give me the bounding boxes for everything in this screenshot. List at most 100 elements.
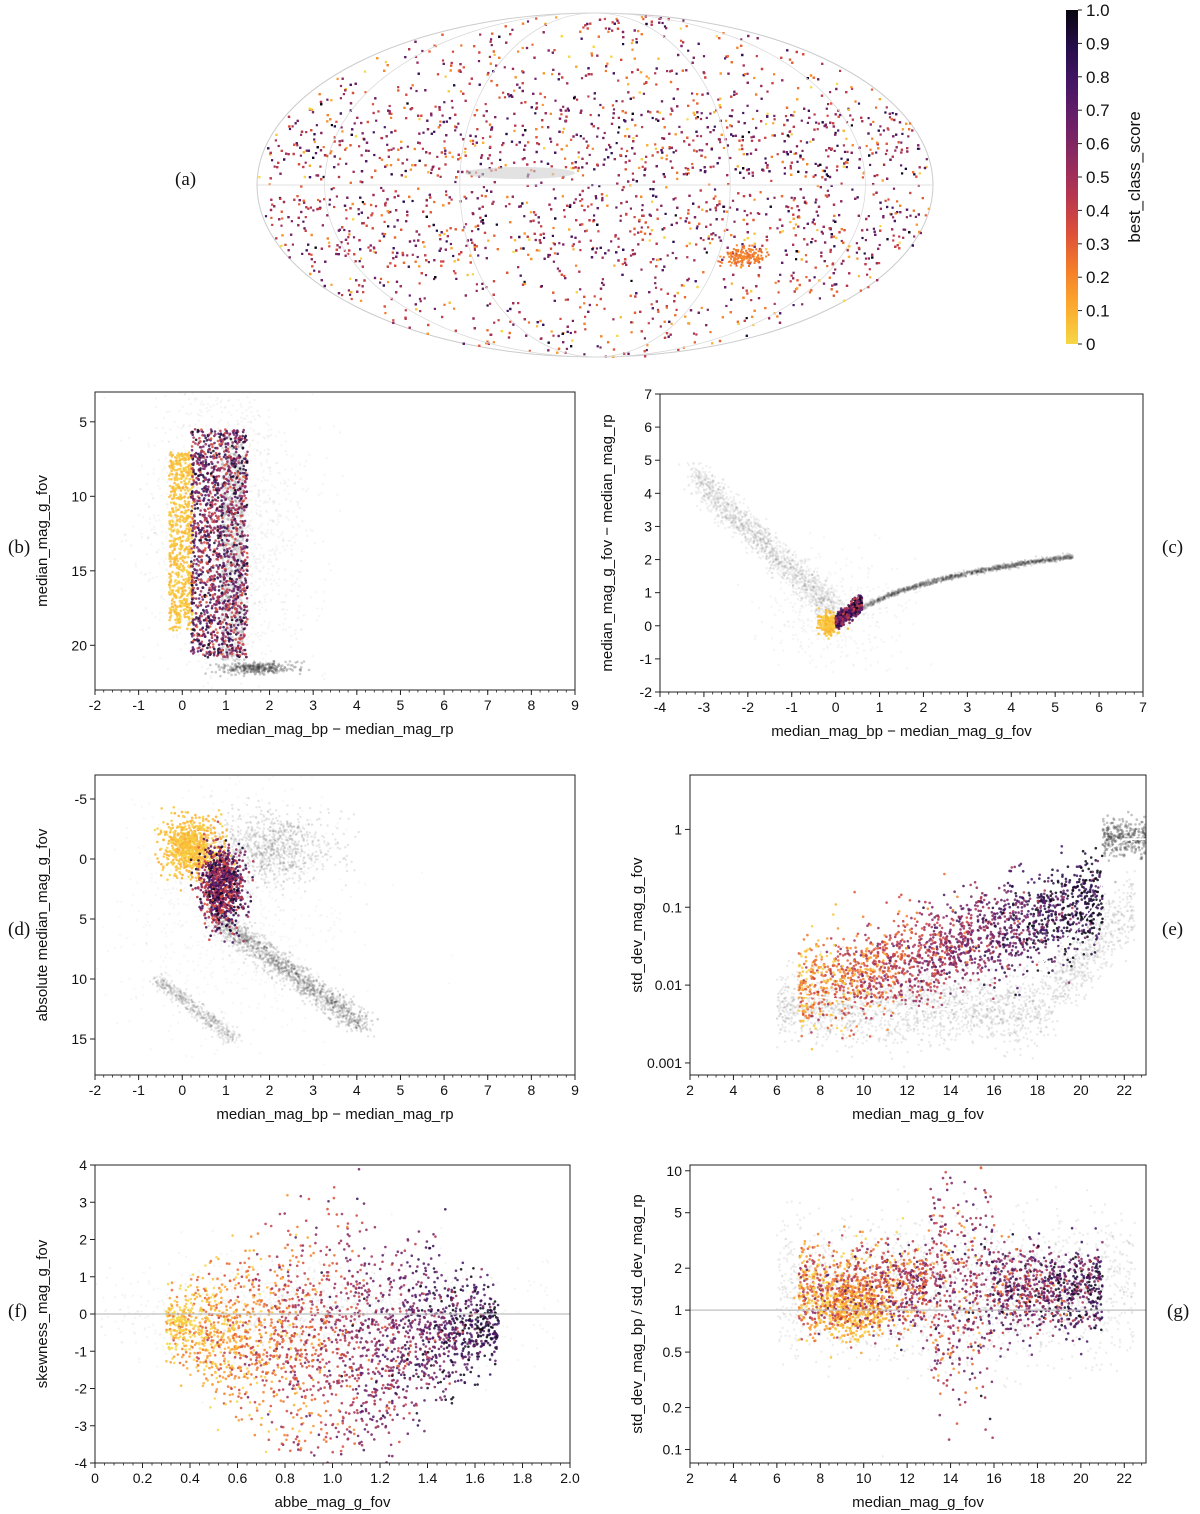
low-score-points <box>167 451 195 632</box>
y-tick-label: 0 <box>644 618 652 634</box>
x-tick-label: 2.0 <box>560 1470 580 1486</box>
panel-f: 0 0.2 0.4 0.6 0.8 1.0 1.2 1.4 1.6 1.8 2.0 -4 -3 -2 -1 0… <box>8 1157 580 1511</box>
x-tick-label: 10 <box>856 1470 872 1486</box>
axes-frame <box>659 393 1144 693</box>
x-tick-label: 10 <box>856 1082 872 1098</box>
panel-g: 2 4 6 8 10 12 14 16 18 20 220.10.20.512510median_m… <box>629 1163 1189 1511</box>
panel-c: -4 -3 -2 -1 0 1 2 3 4 5 6 7 -2 -1 0 1 2 3 4 5 6 7 median_mag_b… <box>599 386 1183 740</box>
y-tick-label: -1 <box>640 651 653 667</box>
x-tick-label: 0.2 <box>133 1470 153 1486</box>
x-axis-label: median_mag_bp − median_mag_rp <box>216 721 453 738</box>
colorbar-gradient <box>1066 10 1078 344</box>
plot-area <box>690 1165 1146 1458</box>
background-scatter <box>736 532 933 674</box>
panel-a-sky-map: (a) 0 0.1 0.2 0.3 0.4 0.5 0.6 0.7 0.8 0.9 1.0 best_c… <box>175 1 1144 358</box>
y-tick-label: -2 <box>640 684 653 700</box>
colorbar-tick-label: 0.6 <box>1086 135 1110 154</box>
background-density-red-branch <box>843 552 1074 625</box>
colorbar-tick-label: 0.3 <box>1086 235 1110 254</box>
x-tick-label: 8 <box>527 697 535 713</box>
x-tick-label: 1.0 <box>323 1470 343 1486</box>
plot-area <box>103 392 344 690</box>
white-dwarf-density <box>148 971 243 1046</box>
x-tick-label: 2 <box>686 1470 694 1486</box>
x-tick-label: 14 <box>943 1470 959 1486</box>
y-tick-label: 4 <box>644 485 652 501</box>
classified-points <box>797 1165 1104 1441</box>
y-tick-label: -3 <box>75 1418 88 1434</box>
axes-d: -2 -1 0 1 2 3 4 5 6 7 8 9 -5 0 5 10 15 median_mag_bp − me… <box>8 774 579 1123</box>
x-tick-label: -2 <box>89 1082 102 1098</box>
y-tick-label: 2 <box>644 552 652 568</box>
x-tick-label: -4 <box>654 699 667 715</box>
main-sequence-density <box>205 906 380 1038</box>
panel-label: (b) <box>8 537 30 558</box>
plot-area <box>96 775 453 1066</box>
x-tick-label: 2 <box>920 699 928 715</box>
x-tick-label: 3 <box>309 1082 317 1098</box>
low-score-points <box>816 607 850 640</box>
x-axis-label: abbe_mag_g_fov <box>275 1494 391 1511</box>
x-tick-label: 8 <box>816 1082 824 1098</box>
x-tick-label: 22 <box>1116 1082 1132 1098</box>
plot-area <box>775 810 1146 1068</box>
y-axis-label: absolute median_mag_g_fov <box>34 828 51 1021</box>
y-tick-label: 3 <box>79 1194 87 1210</box>
y-tick-label: 10 <box>71 488 87 504</box>
x-tick-label: -2 <box>89 697 102 713</box>
y-tick-label: 0.001 <box>647 1055 682 1071</box>
x-tick-label: 0.4 <box>180 1470 200 1486</box>
x-tick-label: 2 <box>686 1082 694 1098</box>
median-curve <box>787 838 1146 1012</box>
axes-frame <box>689 1164 1147 1464</box>
x-tick-label: 6 <box>773 1082 781 1098</box>
classified-points <box>189 428 249 659</box>
x-tick-label: 3 <box>963 699 971 715</box>
y-tick-label: 10 <box>71 971 87 987</box>
x-tick-label: 5 <box>397 697 405 713</box>
y-tick-label: -2 <box>75 1381 88 1397</box>
x-tick-label: 5 <box>1051 699 1059 715</box>
x-tick-label: 0.8 <box>275 1470 295 1486</box>
y-tick-label: -1 <box>75 1343 88 1359</box>
axes-frame <box>94 774 576 1076</box>
x-tick-label: 0 <box>178 1082 186 1098</box>
x-tick-label: 16 <box>986 1470 1002 1486</box>
y-tick-label: 6 <box>644 419 652 435</box>
x-tick-label: -1 <box>132 1082 145 1098</box>
y-tick-label: 0.1 <box>663 899 683 915</box>
panel-label: (c) <box>1162 537 1183 558</box>
x-tick-label: 2 <box>266 1082 274 1098</box>
y-tick-label: 20 <box>71 637 87 653</box>
axes-e: 2 4 6 8 10 12 14 16 18 20 22 0.001 0.01 0.1 1 median_ma… <box>629 774 1183 1123</box>
y-tick-label: 1 <box>674 1302 682 1318</box>
y-axis-label: skewness_mag_g_fov <box>34 1239 51 1388</box>
plane-patch <box>465 167 575 179</box>
y-tick-label: 0 <box>79 1306 87 1322</box>
classified-points <box>834 594 864 631</box>
x-tick-label: 0 <box>832 699 840 715</box>
x-tick-label: 4 <box>353 697 361 713</box>
y-axis-label: median_mag_g_fov − median_mag_rp <box>599 414 616 671</box>
y-tick-label: 10 <box>666 1163 682 1179</box>
classified-points <box>189 820 255 944</box>
axes-c: -4 -3 -2 -1 0 1 2 3 4 5 6 7 -2 -1 0 1 2 3 4 5 6 7 median_mag_b… <box>599 386 1183 740</box>
y-tick-label: 0.1 <box>663 1441 683 1457</box>
y-tick-label: 3 <box>644 518 652 534</box>
x-tick-label: 4 <box>1007 699 1015 715</box>
colorbar-tick-label: 0.5 <box>1086 168 1110 187</box>
x-tick-label: 18 <box>1030 1470 1046 1486</box>
x-tick-label: 12 <box>899 1082 915 1098</box>
y-tick-label: -4 <box>75 1455 88 1471</box>
low-score-points <box>153 806 236 910</box>
sky-points <box>258 15 930 358</box>
x-axis-label: median_mag_g_fov <box>852 1106 984 1123</box>
x-tick-label: 1.8 <box>513 1470 533 1486</box>
panel-label: (a) <box>175 169 196 190</box>
y-tick-label: 4 <box>79 1157 87 1173</box>
classified-points <box>797 845 1104 1051</box>
x-tick-label: 12 <box>899 1470 915 1486</box>
x-tick-label: 1.4 <box>418 1470 438 1486</box>
axes-frame <box>689 774 1147 1076</box>
x-tick-label: 0.6 <box>228 1470 248 1486</box>
